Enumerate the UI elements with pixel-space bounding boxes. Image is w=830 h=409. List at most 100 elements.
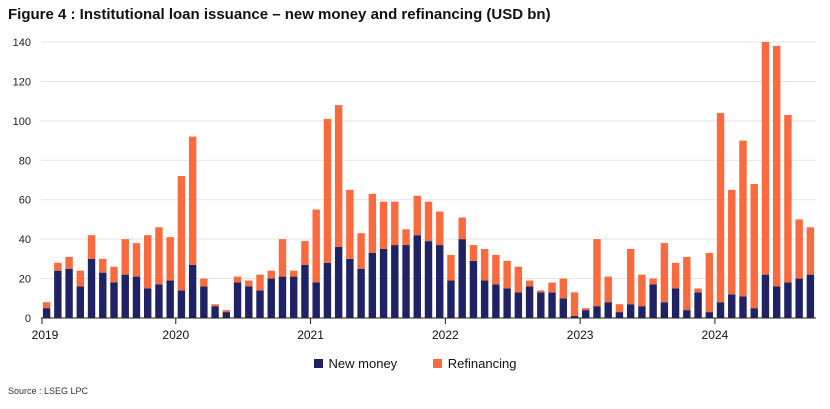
- bar-new-money: [166, 280, 174, 318]
- bar-new-money: [447, 280, 455, 318]
- bar-new-money: [256, 290, 264, 318]
- bar-new-money: [795, 278, 803, 318]
- bar-refinancing: [503, 260, 511, 289]
- bar-new-money: [784, 282, 792, 318]
- x-tick-label: 2022: [432, 328, 459, 342]
- bar-refinancing: [413, 195, 421, 236]
- bar-refinancing: [705, 252, 714, 313]
- bar-new-money: [728, 294, 736, 318]
- bar-new-money: [334, 247, 343, 318]
- bar-refinancing: [323, 118, 332, 263]
- bar-refinancing: [795, 219, 803, 279]
- bar-new-money: [177, 290, 186, 318]
- bar-refinancing: [638, 274, 646, 307]
- bar-new-money: [660, 302, 669, 318]
- bar-refinancing: [76, 270, 85, 287]
- legend-swatch-new-money: [313, 359, 323, 368]
- legend-label-refinancing: Refinancing: [447, 356, 517, 371]
- bar-refinancing: [582, 308, 590, 311]
- bar-new-money: [54, 270, 62, 318]
- bar-refinancing: [290, 270, 298, 277]
- bar-refinancing: [54, 262, 62, 271]
- bar-new-money: [503, 288, 511, 318]
- y-tick-label: 40: [19, 234, 31, 246]
- bar-refinancing: [772, 45, 781, 287]
- bar-refinancing: [604, 276, 612, 303]
- bar-new-money: [312, 282, 320, 318]
- bar-refinancing: [728, 189, 736, 295]
- bar-new-money: [413, 235, 421, 318]
- bar-refinancing: [626, 249, 635, 305]
- bar-refinancing: [514, 266, 523, 293]
- bar-new-money: [492, 284, 500, 318]
- bar-new-money: [626, 304, 635, 318]
- x-tick-label: 2020: [162, 328, 189, 342]
- bar-refinancing: [660, 243, 669, 303]
- bar-refinancing: [211, 304, 219, 307]
- bar-refinancing: [739, 140, 747, 297]
- bar-new-money: [402, 245, 410, 318]
- bar-refinancing: [424, 201, 433, 242]
- bar-refinancing: [334, 105, 343, 248]
- bar-new-money: [87, 258, 96, 318]
- bar-new-money: [357, 268, 365, 318]
- bar-new-money: [480, 280, 489, 318]
- bar-new-money: [772, 286, 781, 318]
- bar-refinancing: [379, 201, 388, 249]
- bar-new-money: [323, 262, 332, 318]
- bar-refinancing: [469, 245, 478, 261]
- bar-new-money: [671, 288, 680, 318]
- bar-refinancing: [155, 227, 163, 285]
- bar-refinancing: [391, 201, 399, 246]
- bar-new-money: [200, 286, 208, 318]
- bar-new-money: [537, 292, 545, 318]
- bar-new-money: [290, 276, 298, 318]
- bar-refinancing: [593, 239, 601, 307]
- bar-refinancing: [200, 278, 208, 287]
- x-tick-label: 2024: [702, 328, 729, 342]
- bar-refinancing: [87, 235, 96, 259]
- legend-swatch-refinancing: [432, 359, 442, 368]
- bar-refinancing: [649, 278, 657, 285]
- bar-new-money: [110, 282, 118, 318]
- bar-new-money: [559, 298, 567, 318]
- y-tick-label: 120: [13, 76, 31, 88]
- bar-refinancing: [402, 229, 410, 246]
- bar-new-money: [424, 241, 433, 318]
- bar-refinancing: [368, 193, 377, 253]
- bar-refinancing: [716, 112, 725, 303]
- bar-refinancing: [458, 217, 466, 240]
- bar-new-money: [469, 260, 478, 318]
- bar-new-money: [593, 306, 601, 318]
- bar-refinancing: [301, 241, 309, 265]
- x-tick-label: 2021: [297, 328, 324, 342]
- bar-new-money: [391, 245, 399, 318]
- bar-new-money: [346, 258, 354, 318]
- bar-new-money: [615, 312, 624, 318]
- bar-new-money: [436, 245, 444, 318]
- bar-refinancing: [357, 233, 365, 269]
- chart-title: Figure 4 : Institutional loan issuance –…: [8, 6, 551, 23]
- bar-new-money: [301, 264, 309, 318]
- bar-new-money: [155, 284, 163, 318]
- bar-refinancing: [143, 235, 152, 289]
- y-axis-tick-labels: 0 20 40 60 80 100 120 140: [13, 37, 31, 325]
- bar-refinancing: [99, 258, 107, 273]
- y-tick-label: 100: [13, 116, 31, 128]
- bar-new-money: [188, 264, 197, 318]
- bar-refinancing: [525, 280, 534, 287]
- bar-refinancing: [177, 176, 186, 291]
- bar-new-money: [222, 312, 231, 318]
- bar-new-money: [379, 249, 388, 318]
- bar-new-money: [514, 292, 523, 318]
- bar-refinancing: [245, 280, 253, 287]
- bar-refinancing: [312, 209, 320, 283]
- bar-refinancing: [694, 288, 702, 293]
- bar-new-money: [458, 239, 466, 318]
- bar-new-money: [649, 284, 657, 318]
- bar-refinancing: [750, 183, 758, 309]
- y-tick-label: 0: [25, 313, 31, 325]
- legend-label-new-money: New money: [328, 356, 398, 371]
- x-tick-label: 2019: [32, 328, 59, 342]
- bar-refinancing: [166, 237, 174, 281]
